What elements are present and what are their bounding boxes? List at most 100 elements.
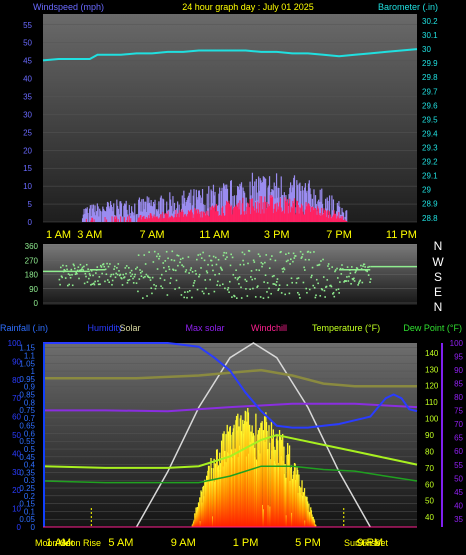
direction-point <box>170 277 172 280</box>
direction-point <box>340 273 343 275</box>
direction-point <box>323 289 326 292</box>
humidity-tick-label: 30 <box>12 468 21 477</box>
wind-gust-bar <box>117 208 119 222</box>
wind-gust-bar <box>195 189 197 222</box>
direction-point <box>332 293 334 295</box>
average-wind-bar <box>215 211 217 222</box>
average-wind-bar <box>282 211 284 222</box>
wind-gust-bar <box>184 197 186 222</box>
direction-point <box>104 268 107 271</box>
average-wind-bar <box>286 202 288 222</box>
average-wind-bar <box>327 210 329 222</box>
average-wind-bar <box>248 207 250 222</box>
direction-point <box>360 268 363 270</box>
average-wind-bar <box>174 214 176 222</box>
direction-point <box>168 268 171 271</box>
average-wind-bar <box>311 206 313 222</box>
direction-point <box>223 251 225 254</box>
direction-point <box>321 288 324 291</box>
direction-point <box>130 275 132 278</box>
average-wind-bar <box>143 215 145 222</box>
direction-point <box>180 294 183 296</box>
direction-point <box>243 263 245 266</box>
wind-gust-bar <box>168 209 170 222</box>
direction-point <box>97 283 100 286</box>
dew-point-tick-label: 45 <box>454 488 463 497</box>
average-wind-bar <box>227 202 229 222</box>
average-wind-bar <box>158 219 160 222</box>
average-wind-bar <box>266 202 268 222</box>
direction-point <box>130 269 133 272</box>
wind-gust-bar <box>252 185 254 222</box>
average-wind-bar <box>252 206 254 222</box>
direction-point <box>270 292 272 295</box>
average-wind-bar <box>159 217 161 222</box>
rainfall-tick-label: 0.25 <box>19 484 35 493</box>
direction-point <box>185 269 188 271</box>
average-wind-bar <box>298 213 300 222</box>
direction-point <box>204 279 207 281</box>
direction-point <box>304 258 307 261</box>
average-wind-bar <box>214 205 216 222</box>
average-wind-bar <box>230 205 232 222</box>
wind-gust-bar <box>105 211 107 222</box>
average-wind-bar <box>335 218 337 222</box>
direction-point <box>201 290 204 293</box>
direction-tick-label: 180 <box>25 271 39 280</box>
direction-point <box>360 264 362 267</box>
wind-gust-bar <box>336 202 338 222</box>
direction-point <box>267 296 270 299</box>
direction-point <box>69 276 72 279</box>
wind-gust-bar <box>113 203 115 222</box>
average-wind-bar <box>307 204 309 222</box>
wind-gust-bar <box>98 216 100 222</box>
direction-point <box>85 275 87 278</box>
bottom-time-label: 5 AM <box>108 537 133 549</box>
average-wind-bar <box>273 208 275 222</box>
average-wind-bar <box>308 204 310 222</box>
direction-point <box>343 281 345 283</box>
direction-point <box>158 257 160 260</box>
direction-point <box>158 255 161 258</box>
direction-point <box>163 266 165 269</box>
average-wind-bar <box>127 216 129 222</box>
direction-point <box>113 268 115 270</box>
wind-gust-bar <box>201 189 204 222</box>
humidity-tick-label: 90 <box>12 357 21 366</box>
barometer-tick-label: 30 <box>422 45 431 54</box>
direction-point <box>142 276 145 279</box>
direction-point <box>347 280 350 282</box>
average-wind-bar <box>294 214 296 222</box>
wind-gust-bar <box>198 190 201 222</box>
direction-point <box>305 287 308 290</box>
average-wind-bar <box>272 196 274 222</box>
average-wind-bars <box>85 195 348 222</box>
temperature-tick-label: 120 <box>425 382 439 391</box>
direction-point <box>195 273 197 275</box>
wind-gust-bar <box>162 199 165 222</box>
direction-point <box>226 256 228 258</box>
average-wind-bar <box>293 203 295 222</box>
wind-gust-bar <box>177 201 179 222</box>
average-wind-bar <box>314 208 316 222</box>
direction-point <box>122 273 124 276</box>
dew-point-tick-label: 90 <box>454 366 463 375</box>
humidity-tick-label: 40 <box>12 449 21 458</box>
wind-gust-bar <box>346 210 348 222</box>
direction-point <box>213 290 216 293</box>
wind-gust-bar <box>331 195 333 222</box>
average-wind-bar <box>146 219 148 222</box>
direction-point <box>149 276 151 279</box>
direction-point <box>157 253 160 255</box>
solar-bar <box>303 488 306 527</box>
wind-gust-bar <box>141 211 144 222</box>
direction-point <box>302 281 305 284</box>
direction-point <box>171 250 174 253</box>
direction-point <box>205 287 207 290</box>
humidity-tick-label: 70 <box>12 394 21 403</box>
wind-gust-bar <box>82 214 84 222</box>
direction-point <box>78 269 81 272</box>
direction-point <box>329 284 332 287</box>
average-wind-bar <box>311 207 313 222</box>
average-wind-bar <box>209 207 211 222</box>
